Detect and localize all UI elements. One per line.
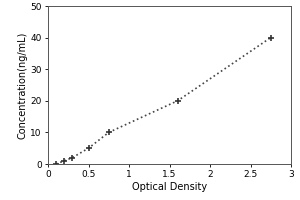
Y-axis label: Concentration(ng/mL): Concentration(ng/mL)	[17, 31, 28, 139]
X-axis label: Optical Density: Optical Density	[132, 182, 207, 192]
